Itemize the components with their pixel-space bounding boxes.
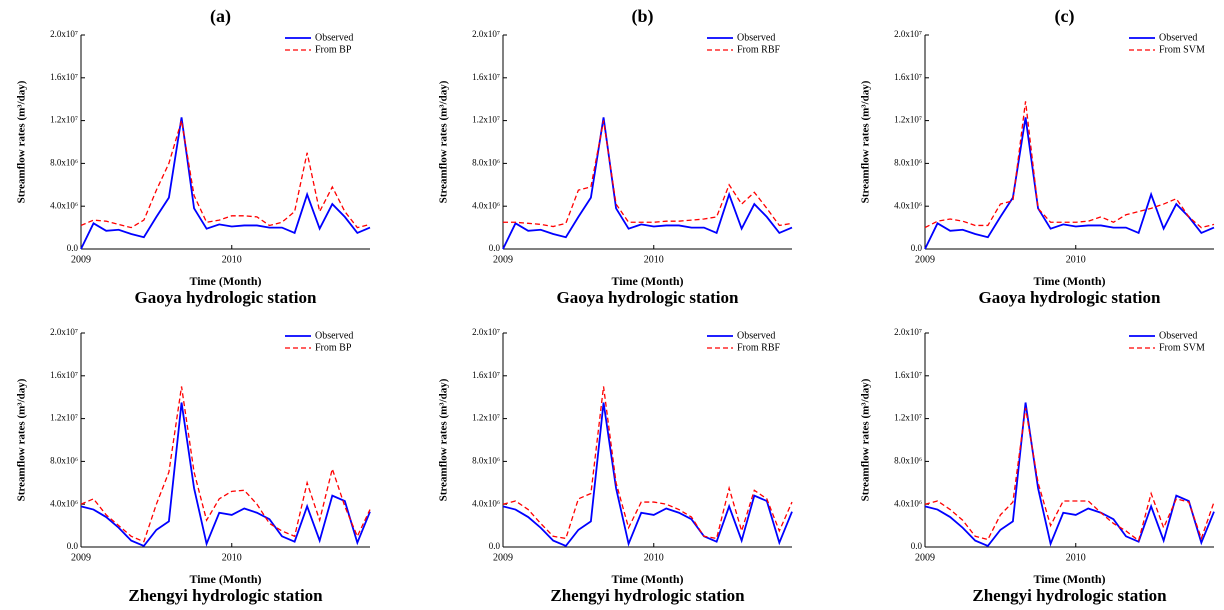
y-tick-label: 2.0x10⁷ <box>472 327 500 337</box>
legend-label: From BP <box>315 44 352 55</box>
x-axis-label: Time (Month) <box>189 274 261 288</box>
x-tick-label: 2009 <box>915 254 935 265</box>
x-tick-label: 2010 <box>222 254 242 265</box>
y-tick-label: 4.0x10⁶ <box>50 498 78 508</box>
y-tick-label: 8.0x10⁶ <box>894 455 922 465</box>
y-tick-label: 8.0x10⁶ <box>894 157 922 167</box>
y-tick-label: 4.0x10⁶ <box>472 200 500 210</box>
legend-label: From RBF <box>737 44 781 55</box>
y-tick-label: 1.2x10⁷ <box>894 413 922 423</box>
x-axis-label: Time (Month) <box>189 572 261 586</box>
station-label: Gaoya hydrologic station <box>557 288 740 307</box>
legend-label: From RBF <box>737 342 781 353</box>
series-line <box>924 117 1215 250</box>
y-tick-label: 0.0 <box>911 243 923 253</box>
y-axis-label: Streamflow rates (m³/day) <box>860 378 872 501</box>
y-tick-label: 1.2x10⁷ <box>50 115 78 125</box>
station-label: Gaoya hydrologic station <box>979 288 1162 307</box>
series-line <box>924 402 1215 548</box>
series-line <box>502 117 793 250</box>
legend-label: Observed <box>1159 330 1197 341</box>
y-tick-label: 1.2x10⁷ <box>472 413 500 423</box>
y-tick-label: 8.0x10⁶ <box>50 157 78 167</box>
y-axis-label: Streamflow rates (m³/day) <box>16 378 28 501</box>
x-tick-label: 2010 <box>644 254 664 265</box>
x-tick-label: 2010 <box>222 552 242 563</box>
y-tick-label: 4.0x10⁶ <box>894 200 922 210</box>
legend-label: Observed <box>315 330 353 341</box>
x-tick-label: 2009 <box>71 552 91 563</box>
y-tick-label: 1.6x10⁷ <box>472 72 500 82</box>
y-axis-label: Streamflow rates (m³/day) <box>860 80 872 203</box>
series-line <box>80 386 371 543</box>
chart-title: (c) <box>1055 6 1075 27</box>
y-axis-label: Streamflow rates (m³/day) <box>438 378 450 501</box>
x-tick-label: 2009 <box>493 552 513 563</box>
y-tick-label: 0.0 <box>911 541 923 551</box>
y-tick-label: 2.0x10⁷ <box>894 327 922 337</box>
series-line <box>502 386 793 540</box>
y-tick-label: 1.6x10⁷ <box>50 72 78 82</box>
x-tick-label: 2010 <box>644 552 664 563</box>
y-tick-label: 1.6x10⁷ <box>50 370 78 380</box>
y-tick-label: 1.2x10⁷ <box>50 413 78 423</box>
series-line <box>80 402 371 548</box>
y-tick-label: 1.6x10⁷ <box>894 72 922 82</box>
x-tick-label: 2009 <box>915 552 935 563</box>
y-tick-label: 2.0x10⁷ <box>894 29 922 39</box>
chart-title: (b) <box>632 6 654 27</box>
y-tick-label: 1.6x10⁷ <box>894 370 922 380</box>
series-line <box>924 407 1215 542</box>
x-tick-label: 2009 <box>493 254 513 265</box>
station-label: Zhengyi hydrologic station <box>550 586 745 605</box>
x-axis-label: Time (Month) <box>1033 274 1105 288</box>
y-tick-label: 1.6x10⁷ <box>472 370 500 380</box>
y-axis-label: Streamflow rates (m³/day) <box>438 80 450 203</box>
y-axis-label: Streamflow rates (m³/day) <box>16 80 28 203</box>
y-tick-label: 8.0x10⁶ <box>50 455 78 465</box>
x-axis-label: Time (Month) <box>1033 572 1105 586</box>
series-line <box>502 402 793 548</box>
y-tick-label: 2.0x10⁷ <box>472 29 500 39</box>
station-label: Zhengyi hydrologic station <box>128 586 323 605</box>
legend-label: Observed <box>1159 32 1197 43</box>
y-tick-label: 8.0x10⁶ <box>472 157 500 167</box>
x-axis-label: Time (Month) <box>611 572 683 586</box>
y-tick-label: 0.0 <box>67 541 79 551</box>
x-tick-label: 2009 <box>71 254 91 265</box>
station-label: Zhengyi hydrologic station <box>972 586 1167 605</box>
y-tick-label: 2.0x10⁷ <box>50 327 78 337</box>
station-label: Gaoya hydrologic station <box>135 288 318 307</box>
y-tick-label: 4.0x10⁶ <box>50 200 78 210</box>
legend-label: Observed <box>737 330 775 341</box>
legend-label: Observed <box>315 32 353 43</box>
series-line <box>503 120 793 228</box>
chart-title: (a) <box>210 6 231 27</box>
series-line <box>80 120 371 229</box>
y-tick-label: 0.0 <box>489 541 501 551</box>
x-axis-label: Time (Month) <box>611 274 683 288</box>
legend-label: Observed <box>737 32 775 43</box>
y-tick-label: 1.2x10⁷ <box>472 115 500 125</box>
legend-label: From SVM <box>1159 342 1205 353</box>
legend-label: From SVM <box>1159 44 1205 55</box>
y-tick-label: 8.0x10⁶ <box>472 455 500 465</box>
y-tick-label: 4.0x10⁶ <box>472 498 500 508</box>
y-tick-label: 4.0x10⁶ <box>894 498 922 508</box>
legend-label: From BP <box>315 342 352 353</box>
y-tick-label: 1.2x10⁷ <box>894 115 922 125</box>
y-tick-label: 0.0 <box>489 243 501 253</box>
x-tick-label: 2010 <box>1066 254 1086 265</box>
series-line <box>924 101 1215 229</box>
x-tick-label: 2010 <box>1066 552 1086 563</box>
y-tick-label: 0.0 <box>67 243 79 253</box>
series-line <box>80 117 371 250</box>
y-tick-label: 2.0x10⁷ <box>50 29 78 39</box>
